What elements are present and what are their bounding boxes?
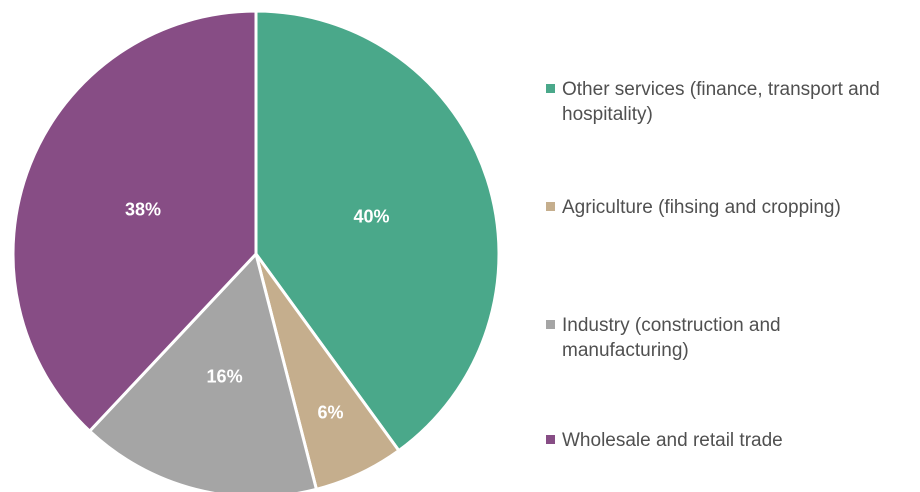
slice-value-label: 6% bbox=[317, 402, 343, 422]
legend-item-agriculture: Agriculture (fihsing and cropping) bbox=[546, 195, 912, 220]
pie-value-labels: 40% 6% 16% 38% bbox=[125, 199, 390, 422]
legend-swatch bbox=[546, 84, 555, 93]
legend-item-industry: Industry (construction and manufacturing… bbox=[546, 313, 912, 363]
legend-label: Other services (finance, transport and h… bbox=[562, 79, 880, 125]
legend-item-wholesale: Wholesale and retail trade bbox=[546, 428, 912, 453]
slice-value-label: 38% bbox=[125, 199, 161, 219]
pie-slice bbox=[11, 9, 258, 433]
legend-item-other-services: Other services (finance, transport and h… bbox=[546, 77, 912, 127]
legend-label: Wholesale and retail trade bbox=[562, 430, 783, 451]
pie-slice bbox=[254, 9, 501, 453]
slice-value-label: 16% bbox=[207, 366, 243, 386]
legend-swatch bbox=[546, 435, 555, 444]
legend-label: Industry (construction and manufacturing… bbox=[562, 315, 781, 361]
legend-swatch bbox=[546, 202, 555, 211]
legend-swatch bbox=[546, 320, 555, 329]
slice-value-label: 40% bbox=[354, 206, 390, 226]
pie-chart: 40% 6% 16% 38% bbox=[11, 9, 501, 492]
legend-label: Agriculture (fihsing and cropping) bbox=[562, 197, 841, 218]
pie-slices bbox=[11, 9, 501, 492]
pie-slice bbox=[88, 252, 318, 492]
